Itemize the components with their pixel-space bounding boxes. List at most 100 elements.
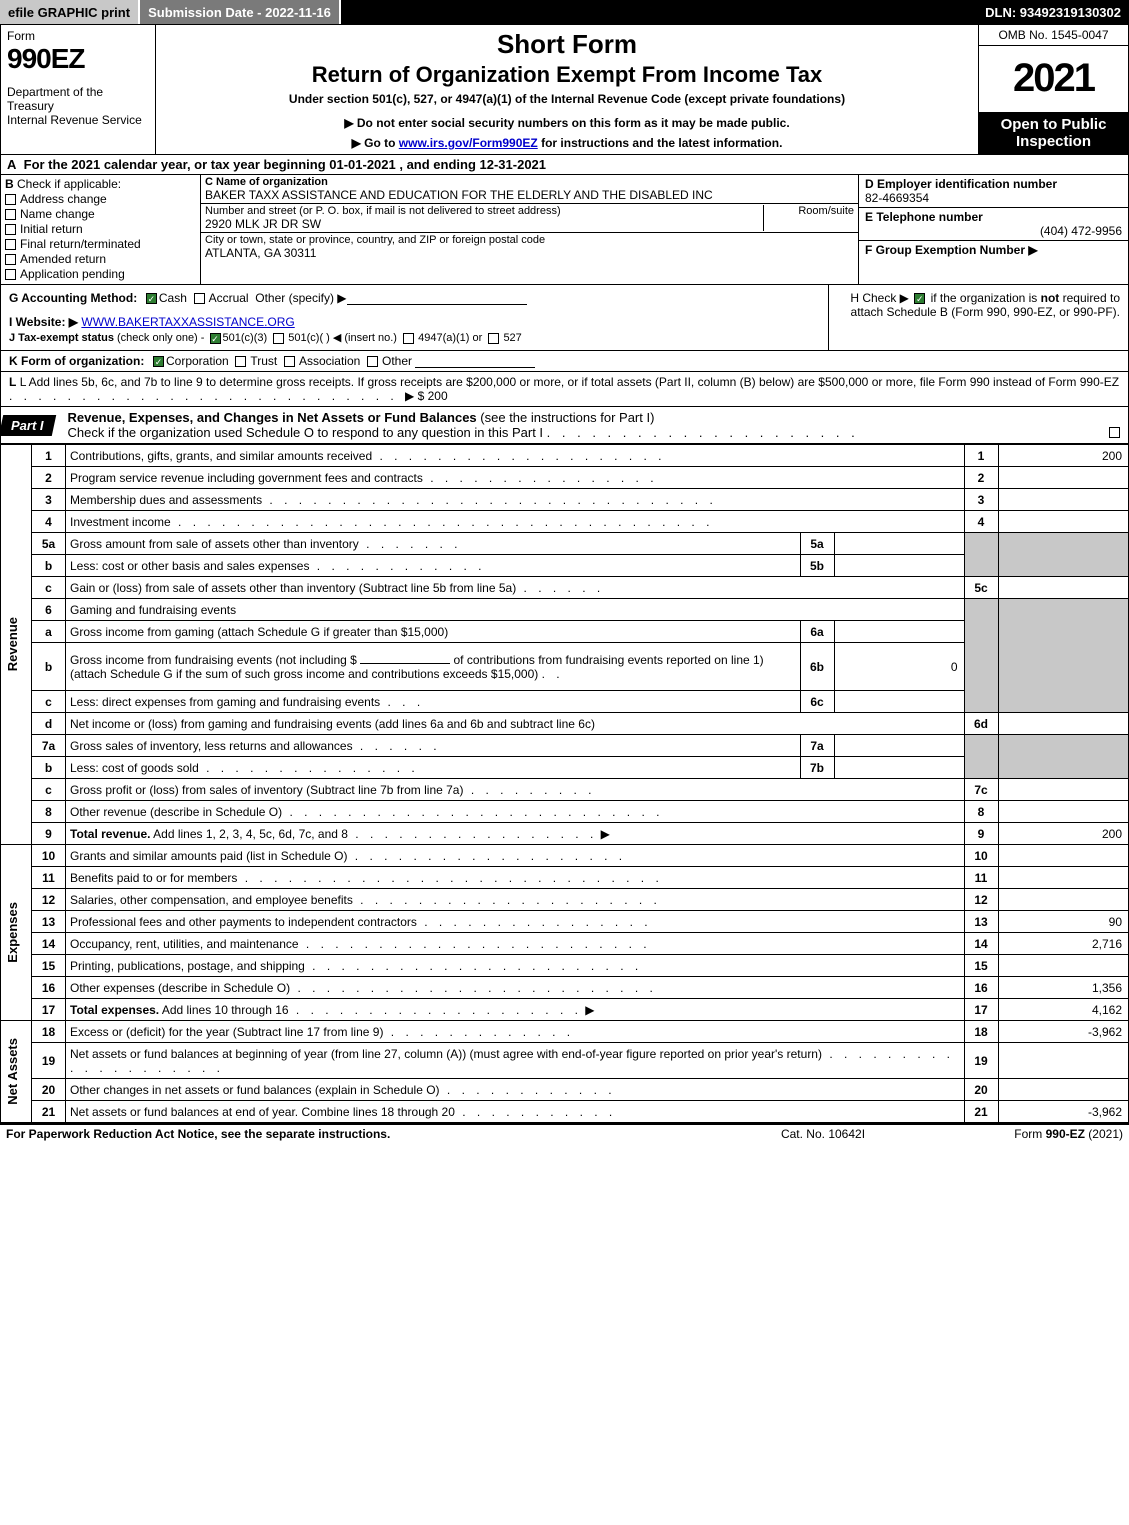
l17-num: 17 xyxy=(32,999,66,1021)
form-number: 990EZ xyxy=(7,43,149,75)
e-phone-value: (404) 472-9956 xyxy=(865,224,1122,238)
l1-desc: Contributions, gifts, grants, and simila… xyxy=(70,449,372,463)
l6b-sublab: 6b xyxy=(800,643,834,691)
chk-name-change[interactable] xyxy=(5,209,16,220)
l6c-subval xyxy=(834,691,964,713)
l19-num: 19 xyxy=(32,1043,66,1079)
line-7b: b Less: cost of goods sold . . . . . . .… xyxy=(1,757,1128,779)
chk-initial-return[interactable] xyxy=(5,224,16,235)
l6a-sublab: 6a xyxy=(800,621,834,643)
line-8: 8 Other revenue (describe in Schedule O)… xyxy=(1,801,1128,823)
chk-final-return[interactable] xyxy=(5,239,16,250)
l13-val: 90 xyxy=(998,911,1128,933)
line-7c: c Gross profit or (loss) from sales of i… xyxy=(1,779,1128,801)
l20-num: 20 xyxy=(32,1079,66,1101)
chk-cash-checked[interactable] xyxy=(146,293,157,304)
chk-other-org[interactable] xyxy=(367,356,378,367)
l6c-sublab: 6c xyxy=(800,691,834,713)
l13-rlab: 13 xyxy=(964,911,998,933)
line-5c: c Gain or (loss) from sale of assets oth… xyxy=(1,577,1128,599)
l14-desc: Occupancy, rent, utilities, and maintena… xyxy=(70,937,299,951)
line-14: 14 Occupancy, rent, utilities, and maint… xyxy=(1,933,1128,955)
l15-rlab: 15 xyxy=(964,955,998,977)
col-b-intro: Check if applicable: xyxy=(17,177,121,191)
row-a-label: A xyxy=(7,157,16,172)
l5b-num: b xyxy=(32,555,66,577)
g-cash: Cash xyxy=(159,291,187,305)
chk-h-checked[interactable] xyxy=(914,293,925,304)
l6b-num: b xyxy=(32,643,66,691)
l21-desc: Net assets or fund balances at end of ye… xyxy=(70,1105,455,1119)
l6c-desc: Less: direct expenses from gaming and fu… xyxy=(70,695,380,709)
opt-address-change: Address change xyxy=(20,192,107,206)
k-other-line[interactable] xyxy=(415,356,535,368)
l14-val: 2,716 xyxy=(998,933,1128,955)
line-6a: a Gross income from gaming (attach Sched… xyxy=(1,621,1128,643)
chk-527[interactable] xyxy=(488,333,499,344)
l19-rlab: 19 xyxy=(964,1043,998,1079)
l7a-sublab: 7a xyxy=(800,735,834,757)
chk-application-pending[interactable] xyxy=(5,269,16,280)
col-b-checkboxes: B Check if applicable: Address change Na… xyxy=(1,175,201,284)
title-short-form: Short Form xyxy=(164,29,970,60)
l7c-rlab: 7c xyxy=(964,779,998,801)
chk-schedule-o[interactable] xyxy=(1109,427,1120,438)
line-10: Expenses 10 Grants and similar amounts p… xyxy=(1,845,1128,867)
line-12: 12 Salaries, other compensation, and emp… xyxy=(1,889,1128,911)
l3-rlab: 3 xyxy=(964,489,998,511)
footer-catno: Cat. No. 10642I xyxy=(723,1127,923,1141)
l12-rlab: 12 xyxy=(964,889,998,911)
l6b-desc1: Gross income from fundraising events (no… xyxy=(70,653,357,667)
line-11: 11 Benefits paid to or for members . . .… xyxy=(1,867,1128,889)
chk-4947[interactable] xyxy=(403,333,414,344)
form-header: Form 990EZ Department of the Treasury In… xyxy=(1,25,1128,155)
k-corp: Corporation xyxy=(166,354,229,368)
opt-amended-return: Amended return xyxy=(20,252,106,266)
chk-501c3-checked[interactable] xyxy=(210,333,221,344)
k-other: Other xyxy=(382,354,412,368)
chk-association[interactable] xyxy=(284,356,295,367)
topbar-spacer xyxy=(341,0,977,24)
l12-val xyxy=(998,889,1128,911)
l3-num: 3 xyxy=(32,489,66,511)
c-name-label: C Name of organization xyxy=(205,176,854,188)
line-5a: 5a Gross amount from sale of assets othe… xyxy=(1,533,1128,555)
l8-rlab: 8 xyxy=(964,801,998,823)
g-other-line[interactable] xyxy=(347,293,527,305)
chk-amended-return[interactable] xyxy=(5,254,16,265)
l16-rlab: 16 xyxy=(964,977,998,999)
l6b-subval: 0 xyxy=(834,643,964,691)
line-20: 20 Other changes in net assets or fund b… xyxy=(1,1079,1128,1101)
j-527: 527 xyxy=(503,332,521,344)
page-footer: For Paperwork Reduction Act Notice, see … xyxy=(0,1124,1129,1143)
chk-address-change[interactable] xyxy=(5,194,16,205)
i-label: I Website: ▶ xyxy=(9,315,78,329)
irs-link[interactable]: www.irs.gov/Form990EZ xyxy=(399,136,538,150)
l6b-blank[interactable] xyxy=(360,652,450,664)
j-501c3: 501(c)(3) xyxy=(223,332,268,344)
chk-corporation-checked[interactable] xyxy=(153,356,164,367)
part-1-table: Revenue 1 Contributions, gifts, grants, … xyxy=(1,444,1128,1123)
l6d-num: d xyxy=(32,713,66,735)
g-other: Other (specify) ▶ xyxy=(255,291,346,305)
l20-val xyxy=(998,1079,1128,1101)
line-19: 19 Net assets or fund balances at beginn… xyxy=(1,1043,1128,1079)
efile-print-label[interactable]: efile GRAPHIC print xyxy=(0,0,140,24)
line-4: 4 Investment income . . . . . . . . . . … xyxy=(1,511,1128,533)
chk-trust[interactable] xyxy=(235,356,246,367)
chk-accrual[interactable] xyxy=(194,293,205,304)
l7a-desc: Gross sales of inventory, less returns a… xyxy=(70,739,353,753)
l10-val xyxy=(998,845,1128,867)
footer-right: Form 990-EZ (2021) xyxy=(923,1127,1123,1141)
website-link[interactable]: WWW.BAKERTAXXASSISTANCE.ORG xyxy=(81,315,294,329)
k-assoc: Association xyxy=(299,354,360,368)
l5b-desc: Less: cost or other basis and sales expe… xyxy=(70,559,309,573)
l5c-num: c xyxy=(32,577,66,599)
l8-desc: Other revenue (describe in Schedule O) xyxy=(70,805,282,819)
line-15: 15 Printing, publications, postage, and … xyxy=(1,955,1128,977)
chk-501c[interactable] xyxy=(273,333,284,344)
g-accrual: Accrual xyxy=(209,291,249,305)
omb-number: OMB No. 1545-0047 xyxy=(979,25,1128,46)
tax-year: 2021 xyxy=(979,46,1128,112)
l-dots: . . . . . . . . . . . . . . . . . . . . … xyxy=(9,389,405,403)
